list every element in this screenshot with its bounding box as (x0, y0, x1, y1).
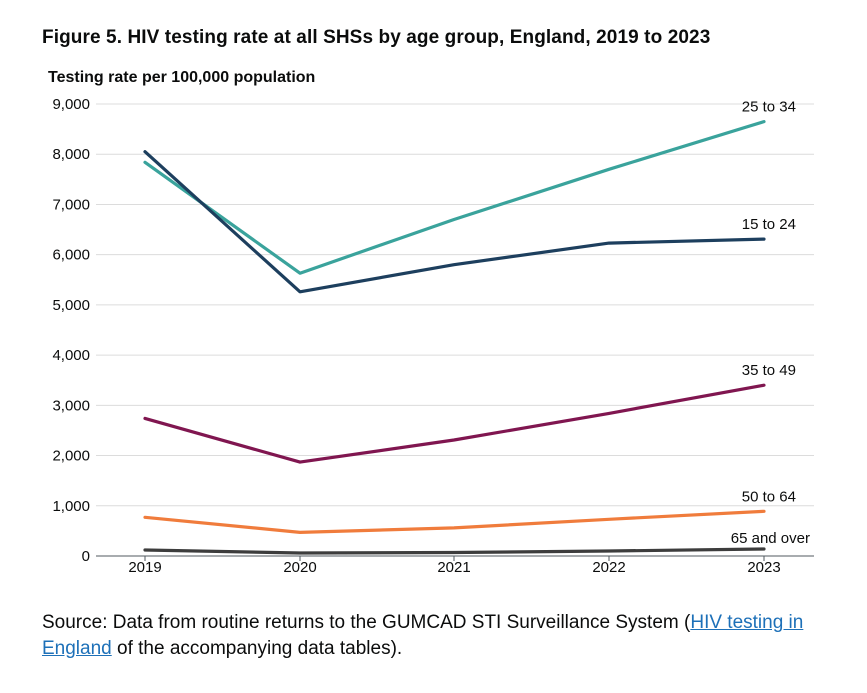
series-line (143, 509, 766, 535)
x-tick-label: 2023 (747, 559, 780, 576)
source-prefix: Source: Data from routine returns to the… (42, 612, 691, 633)
source-link[interactable]: HIV testing in England (42, 612, 804, 659)
series-line (143, 150, 766, 294)
y-tick-label: 5,000 (52, 297, 90, 314)
series-line (143, 383, 766, 464)
y-axis-ticks: 0 1,000 2,000 3,000 4,000 5,000 6,000 7,000 8,00… (52, 96, 90, 565)
figure-title: Figure 5. HIV testing rate at all SHSs b… (42, 27, 711, 48)
y-axis-label: Testing rate per 100,000 population (48, 69, 315, 86)
series-label: 50 to 64 (742, 488, 796, 505)
x-tick-label: 2021 (437, 559, 470, 576)
x-tick-label: 2022 (592, 559, 625, 576)
series-label: 25 to 34 (742, 99, 796, 116)
series-labels: 25 to 34 15 to 24 35 to 49 50 to 64 65 and o… (731, 99, 810, 547)
y-tick-label: 0 (82, 548, 90, 565)
y-tick-label: 6,000 (52, 247, 90, 264)
y-tick-label: 4,000 (52, 347, 90, 364)
x-axis: 2019 2020 2021 2022 2023 (96, 555, 814, 576)
series-label: 15 to 24 (742, 216, 796, 233)
source-note: Source: Data from routine returns to the… (42, 610, 842, 662)
series-line (143, 547, 766, 555)
x-tick-label: 2020 (283, 559, 316, 576)
series-label: 65 and over (731, 530, 810, 547)
y-tick-label: 1,000 (52, 498, 90, 515)
series-lines (143, 119, 766, 555)
line-chart: Testing rate per 100,000 population 0 1,0… (48, 69, 814, 576)
y-tick-label: 3,000 (52, 397, 90, 414)
series-line (143, 119, 766, 275)
y-tick-label: 8,000 (52, 146, 90, 163)
source-suffix: of the accompanying data tables). (111, 638, 403, 659)
y-tick-label: 7,000 (52, 196, 90, 213)
y-tick-label: 2,000 (52, 448, 90, 465)
gridlines (96, 103, 814, 507)
y-tick-label: 9,000 (52, 96, 90, 113)
x-tick-label: 2019 (128, 559, 161, 576)
series-label: 35 to 49 (742, 362, 796, 379)
